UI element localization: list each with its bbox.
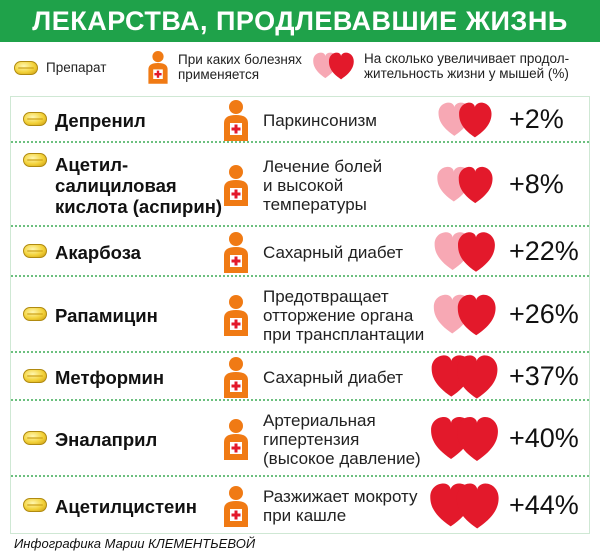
legend-lifespan-label: На сколько увеличивает продол- жительнос… (364, 51, 570, 81)
drug-name: Депренил (55, 109, 146, 131)
legend: Препарат При каких болезнях применяется … (0, 44, 600, 94)
credit-footer: Инфографика Марии КЛЕМЕНТЬЕВОЙ (14, 536, 256, 551)
drug-name: Ацетилцистеин (55, 495, 197, 517)
pill-icon (23, 307, 47, 321)
legend-drug-label: Препарат (46, 60, 107, 75)
page-title: ЛЕКАРСТВА, ПРОДЛЕВАВШИЕ ЖИЗНЬ (32, 5, 568, 36)
hearts-icon (430, 483, 499, 529)
lifespan-increase: +26% (509, 299, 579, 329)
disease-text: Сахарный диабет (263, 242, 404, 262)
title-bar: ЛЕКАРСТВА, ПРОДЛЕВАВШИЕ ЖИЗНЬ (0, 0, 600, 42)
hearts-icon (438, 102, 492, 138)
lifespan-increase: +8% (509, 169, 564, 199)
pill-icon (23, 498, 47, 512)
lifespan-increase: +2% (509, 104, 564, 134)
lifespan-increase: +37% (509, 361, 579, 391)
drug-name: Эналаприл (55, 428, 158, 450)
pill-icon (23, 244, 47, 258)
doctor-icon (224, 100, 248, 141)
pill-icon (14, 60, 38, 75)
drugs-table: Депренил Паркинсонизм +2% Ацетил-салицилова… (10, 96, 590, 534)
drug-name: Акарбоза (55, 241, 141, 263)
disease-text: Паркинсонизм (263, 110, 377, 130)
doctor-icon (224, 486, 248, 527)
disease-text: Сахарный диабет (263, 367, 404, 387)
doctor-icon (224, 419, 248, 460)
pill-icon (23, 431, 47, 445)
pill-icon (23, 112, 47, 126)
pill-icon (23, 369, 47, 383)
doctor-icon (224, 357, 248, 398)
table-row: Ацетил-салициловая кислота (аспирин) Лечен… (11, 143, 589, 227)
pill-icon (23, 153, 47, 167)
hearts-icon (433, 294, 496, 336)
hearts-icon (313, 52, 354, 80)
doctor-icon (224, 165, 248, 206)
drug-name: Рапамицин (55, 304, 158, 326)
hearts-icon (434, 232, 495, 272)
lifespan-increase: +40% (509, 423, 579, 453)
hearts-icon (437, 166, 493, 204)
hearts-icon (431, 355, 498, 399)
table-row: Депренил Паркинсонизм +2% (11, 97, 589, 143)
table-row: Рапамицин Предотвращает отторжение органа п… (11, 277, 589, 353)
table-row: Эналаприл Артериальная гипертензия (высокое… (11, 401, 589, 477)
table-row: Акарбоза Сахарный диабет +22% (11, 227, 589, 277)
legend-item-drug: Препарат (14, 60, 106, 75)
table-row: Метформин Сахарный диабет +37% (11, 353, 589, 401)
disease-text: Предотвращает отторжение органа при трансп… (263, 286, 425, 344)
drug-name: Метформин (55, 366, 165, 388)
doctor-icon (224, 232, 248, 273)
doctor-icon (148, 51, 168, 84)
drug-name: Ацетил-салициловая кислота (аспирин) (55, 153, 223, 217)
disease-text: Артериальная гипертензия (высокое давление… (263, 410, 421, 468)
hearts-icon (431, 417, 498, 461)
lifespan-increase: +44% (509, 490, 579, 520)
doctor-icon (224, 295, 248, 336)
table-row: Ацетилцистеин Разжижает мокроту при кашле +… (11, 477, 589, 535)
legend-item-lifespan: На сколько увеличивает продол- жительнос… (312, 50, 569, 82)
disease-text: Разжижает мокроту при кашле (263, 487, 418, 525)
legend-item-disease: При каких болезнях применяется (146, 50, 302, 84)
legend-disease-label: При каких болезнях применяется (178, 52, 302, 82)
lifespan-increase: +22% (509, 236, 579, 266)
disease-text: Лечение болей и высокой температуры (263, 156, 383, 214)
